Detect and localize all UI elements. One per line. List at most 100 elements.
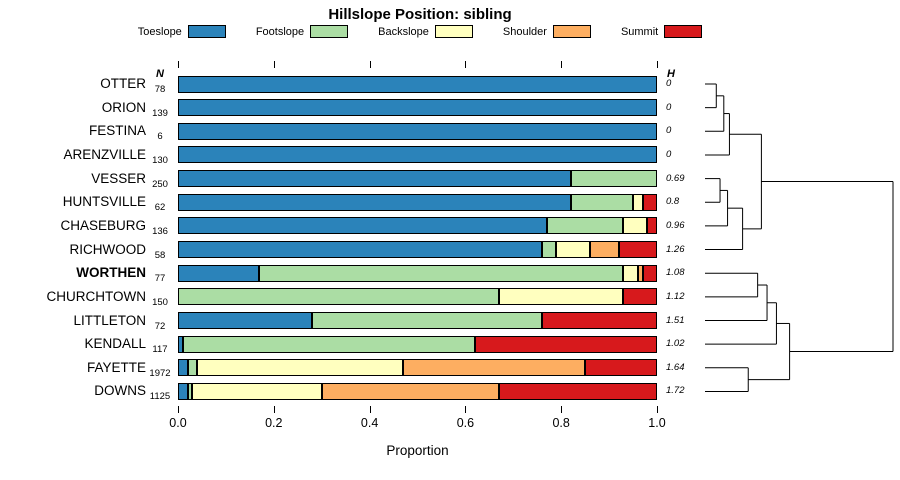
n-value: 78 <box>154 84 166 95</box>
bar-segment-shoulder <box>589 241 619 259</box>
bar-segment-summit <box>642 193 657 211</box>
x-tick-label: 0.8 <box>552 416 570 430</box>
x-tick-top <box>273 61 275 68</box>
legend-item: Toeslope <box>138 25 226 38</box>
legend-label: Backslope <box>378 25 429 38</box>
x-tick-bottom <box>657 406 658 413</box>
bar-segment-footslope <box>178 288 499 306</box>
bar-segment-footslope <box>182 335 475 353</box>
stacked-bar <box>178 146 657 164</box>
bar-segment-toeslope <box>178 217 547 235</box>
bar-segment-toeslope <box>178 122 657 140</box>
bar-segment-footslope <box>546 217 624 235</box>
bar-segment-toeslope <box>178 382 188 400</box>
x-tick-bottom <box>561 406 563 413</box>
bar-segment-backslope <box>633 193 643 211</box>
legend-item: Footslope <box>255 25 349 38</box>
category-label: DOWNS <box>94 383 146 399</box>
h-value: 1.12 <box>666 290 685 302</box>
bar-segment-toeslope <box>178 359 188 377</box>
category-label: LITTLETON <box>73 312 146 328</box>
legend-label: Footslope <box>255 25 305 38</box>
stacked-bar <box>178 288 657 306</box>
bar-segment-footslope <box>187 359 198 377</box>
h-column-header: H <box>667 68 675 80</box>
n-value: 139 <box>152 107 168 119</box>
x-tick-label: 0.0 <box>169 416 187 430</box>
h-value: 0.8 <box>666 196 680 208</box>
legend-swatch <box>434 25 473 38</box>
bar-segment-backslope <box>556 241 590 259</box>
legend-label: Shoulder <box>502 25 547 38</box>
x-tick-top <box>465 61 467 68</box>
bar-segment-toeslope <box>178 335 183 353</box>
category-label: ORION <box>101 99 146 115</box>
n-value: 136 <box>152 225 168 237</box>
bar-segment-summit <box>474 335 657 353</box>
bar-segment-footslope <box>312 312 543 329</box>
stacked-bar <box>178 75 657 93</box>
legend: Toeslope Footslope Backslope Shoulder Summit <box>0 25 840 38</box>
x-tick-bottom <box>465 406 467 413</box>
category-label: FESTINA <box>88 123 146 139</box>
stacked-bar <box>178 193 657 211</box>
bar-segment-footslope <box>259 264 624 282</box>
bar-segment-summit <box>498 382 657 400</box>
category-label: FAYETTE <box>86 359 146 375</box>
bar-segment-summit <box>623 288 657 306</box>
bar-segment-toeslope <box>178 75 657 93</box>
bar-segment-shoulder <box>321 382 499 400</box>
stacked-bar <box>178 312 657 329</box>
bar-segment-backslope <box>498 288 624 306</box>
bar-segment-footslope <box>570 193 634 211</box>
legend-item: Summit <box>621 25 703 38</box>
h-value: 1.08 <box>666 267 685 279</box>
n-value: 58 <box>154 249 166 261</box>
n-value: 62 <box>154 202 166 214</box>
category-label: ARENZVILLE <box>63 146 146 162</box>
bar-segment-shoulder <box>637 264 643 282</box>
h-value: 0.96 <box>666 219 685 231</box>
x-tick-label: 0.2 <box>265 416 283 430</box>
category-label: HUNTSVILLE <box>62 194 146 210</box>
category-label: RICHWOOD <box>69 241 147 257</box>
x-tick-label: 0.6 <box>456 416 475 430</box>
stacked-bar <box>178 382 657 400</box>
chart-title: Hillslope Position: sibling <box>328 6 512 23</box>
n-value: 6 <box>157 131 163 143</box>
h-value: 0 <box>666 125 672 137</box>
stacked-bar <box>178 217 657 235</box>
legend-item: Shoulder <box>503 25 591 38</box>
stacked-bar <box>178 335 657 353</box>
bar-segment-summit <box>542 312 657 329</box>
bar-segment-backslope <box>623 217 648 235</box>
n-value: 150 <box>152 296 168 308</box>
bar-segment-backslope <box>197 359 404 377</box>
legend-item: Backslope <box>378 25 473 38</box>
bar-segment-summit <box>618 241 657 259</box>
n-value: 77 <box>154 273 166 285</box>
stacked-bar <box>178 122 657 140</box>
bar-segment-toeslope <box>178 264 260 282</box>
h-value: 1.02 <box>666 338 685 350</box>
bar-segment-toeslope <box>178 170 571 188</box>
h-value: 0.69 <box>666 172 685 184</box>
x-tick-label: 1.0 <box>648 416 666 430</box>
bar-segment-toeslope <box>178 99 657 117</box>
bar-segment-toeslope <box>178 146 657 164</box>
h-value: 0 <box>666 101 672 113</box>
bar-segment-summit <box>642 264 657 282</box>
stacked-bar <box>178 264 657 282</box>
x-tick-top <box>561 61 563 68</box>
category-label: VESSER <box>91 170 146 186</box>
n-column-header: N <box>156 68 164 80</box>
x-tick-bottom <box>178 406 179 413</box>
bar-segment-toeslope <box>178 193 571 211</box>
legend-swatch <box>552 25 591 38</box>
x-tick-top <box>178 61 179 68</box>
n-value: 250 <box>152 178 168 190</box>
stacked-bar <box>178 170 657 188</box>
category-label: CHURCHTOWN <box>46 288 147 304</box>
bar-segment-summit <box>585 359 657 377</box>
